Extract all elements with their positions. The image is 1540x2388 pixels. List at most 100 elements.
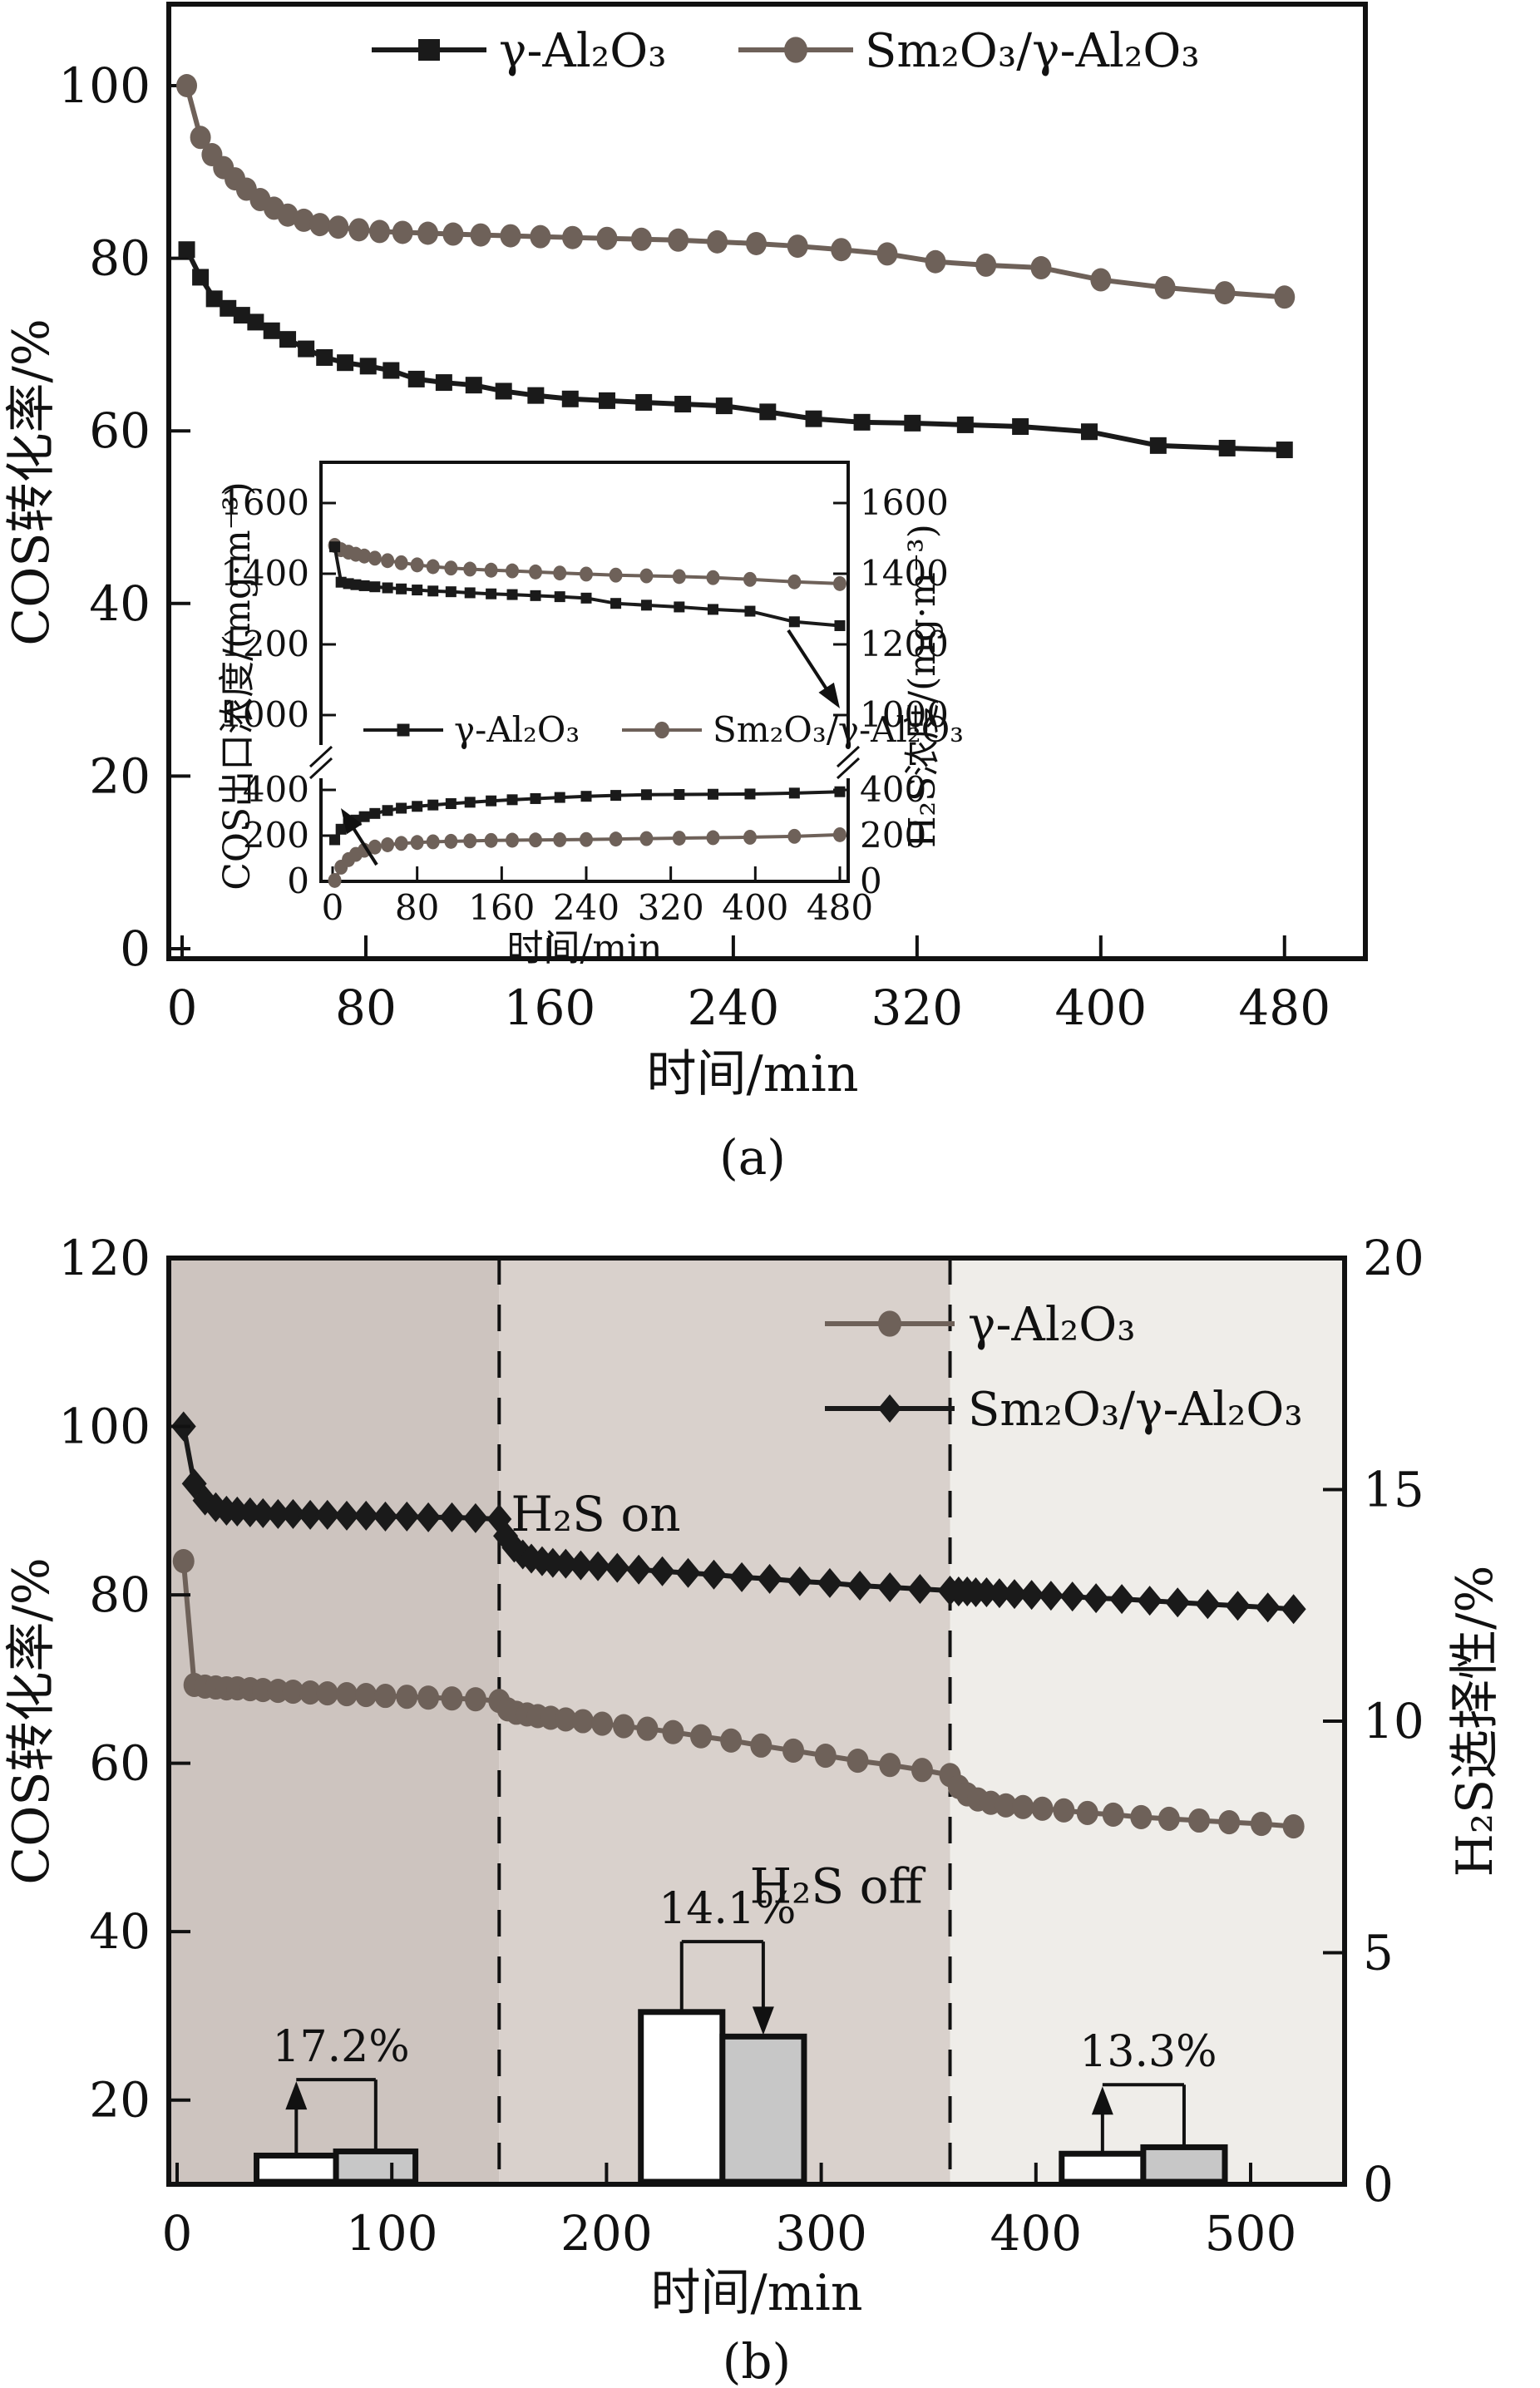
square-marker	[359, 358, 377, 375]
circle-marker	[392, 220, 413, 244]
arrowhead	[752, 2006, 774, 2035]
panel-b-caption: (b)	[723, 2333, 791, 2388]
square-marker	[337, 354, 354, 372]
shaded-region-1	[169, 1258, 500, 2184]
circle-marker	[555, 1707, 577, 1732]
circle-marker	[690, 1724, 713, 1749]
circle-marker	[176, 74, 198, 97]
y-tick-label-left: 400	[243, 769, 309, 810]
square-marker	[834, 619, 846, 631]
x-tick-label: 320	[871, 979, 963, 1036]
circle-marker	[484, 562, 498, 578]
square-marker	[853, 413, 871, 431]
circle-marker	[639, 831, 654, 846]
diamond-marker	[701, 1559, 727, 1590]
square-marker	[418, 39, 440, 61]
square-marker	[369, 581, 381, 593]
y-tick-label-right: 200	[860, 815, 926, 856]
inset-ticks: 0 80 160 240 320 400 480 1000 1000 1200 1200 1400 14…	[220, 482, 949, 928]
square-marker	[192, 269, 210, 286]
circle-marker	[579, 566, 593, 582]
y-tick-label-left: 200	[243, 815, 309, 856]
square-marker	[527, 387, 545, 404]
circle-marker	[394, 555, 408, 570]
square-marker	[298, 340, 315, 358]
square-marker	[506, 794, 518, 806]
square-marker	[530, 590, 541, 601]
circle-marker	[746, 231, 767, 255]
axis-break-slash	[836, 745, 861, 768]
panel-a-inset: 0 80 160 240 320 400 480 1000 1000 1200 1200 1400 14…	[216, 461, 964, 970]
circle-marker	[293, 208, 314, 232]
panel-a-xlabel: 时间/min	[647, 1045, 859, 1103]
diamond-marker	[353, 1500, 379, 1531]
diamond-marker	[568, 1550, 594, 1581]
circle-marker	[410, 835, 424, 851]
shaded-region-3	[950, 1258, 1345, 2184]
y-tick-label: 100	[58, 57, 151, 114]
circle-marker	[1102, 1802, 1124, 1827]
diamond-marker	[394, 1501, 420, 1532]
y-tick-label: 60	[89, 402, 151, 459]
circle-marker	[832, 575, 847, 591]
square-marker	[382, 805, 393, 817]
series-sm2o3-gamma-al2o3-line	[184, 85, 1285, 300]
circle-marker	[506, 563, 520, 579]
diamond-marker	[1038, 1581, 1064, 1611]
diamond-marker	[847, 1570, 873, 1601]
square-marker	[358, 811, 370, 822]
circle-marker	[1090, 268, 1112, 292]
square-marker	[744, 605, 756, 617]
diamond-marker	[192, 1485, 218, 1516]
circle-marker	[609, 567, 623, 583]
x-tick-label: 400	[722, 887, 788, 928]
y-tick-label-left: 40	[89, 1903, 151, 1960]
circle-marker	[348, 218, 370, 242]
annotation-h2s_off: H₂S off	[750, 1858, 926, 1914]
inset-border	[319, 461, 850, 883]
circle-marker	[368, 550, 382, 566]
x-tick-label: 240	[553, 887, 619, 928]
diamond-marker	[1137, 1586, 1162, 1616]
circle-marker	[528, 564, 542, 580]
circle-marker	[1053, 1798, 1075, 1823]
square-marker	[506, 589, 518, 600]
circle-marker	[396, 1685, 418, 1710]
x-tick-label: 320	[638, 887, 704, 928]
x-tick-label: 80	[395, 887, 439, 928]
x-tick-label: 200	[560, 2205, 653, 2262]
bar-white-2	[638, 2009, 726, 2185]
circle-marker	[668, 228, 689, 252]
circle-marker	[444, 833, 458, 849]
y-tick-label-right: 10	[1363, 1693, 1424, 1749]
circle-marker	[417, 221, 439, 245]
x-tick-label: 0	[162, 2205, 193, 2262]
square-marker	[674, 789, 685, 800]
axis-break-slash	[836, 757, 861, 780]
diamond-marker	[675, 1557, 701, 1588]
y-tick-label-right: 20	[1363, 1230, 1424, 1286]
circle-marker	[672, 831, 686, 846]
circle-marker	[316, 1681, 338, 1706]
square-marker	[610, 598, 622, 609]
circle-marker	[309, 213, 331, 237]
diamond-marker	[787, 1566, 812, 1596]
diamond-marker	[1083, 1583, 1109, 1614]
circle-marker	[463, 561, 477, 577]
circle-marker	[876, 242, 898, 266]
circle-marker	[1214, 281, 1236, 305]
circle-marker	[1154, 275, 1176, 299]
square-marker	[904, 414, 921, 432]
x-tick-label: 80	[335, 979, 397, 1036]
circle-marker	[381, 837, 395, 852]
circle-marker	[464, 1687, 486, 1712]
series-gamma-al2o3	[178, 241, 1293, 459]
y-tick-label-right: 1200	[860, 624, 949, 664]
y-tick-label-right: 0	[860, 861, 882, 901]
diamond-marker	[462, 1502, 488, 1533]
diamond-marker	[1281, 1594, 1306, 1625]
bar-white-3	[1059, 2150, 1147, 2185]
percent-label-2: 14.1%	[659, 1884, 796, 1934]
circle-marker	[596, 226, 618, 250]
series-sm2o3-gamma-al2o3	[170, 1411, 1306, 1625]
